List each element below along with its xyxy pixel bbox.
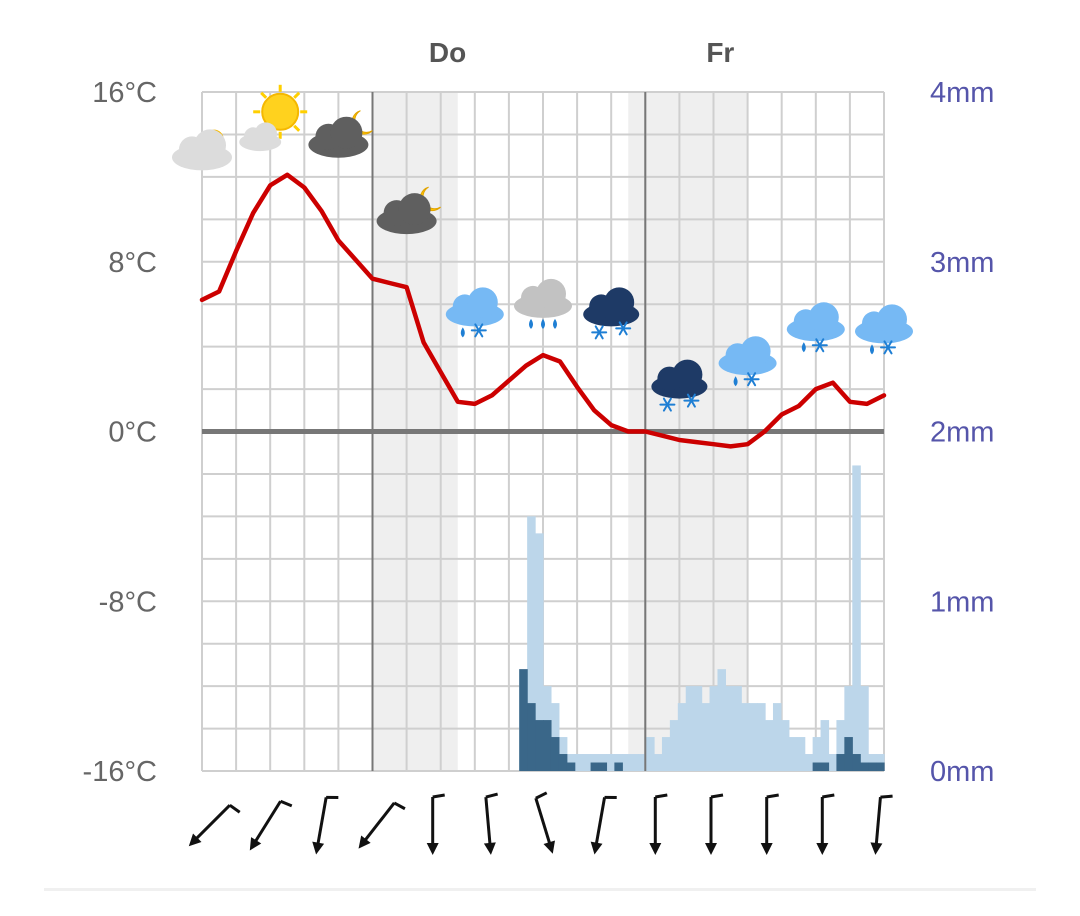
wind-arrow-icon [870, 794, 893, 855]
precip-bar [622, 754, 631, 771]
snow-bar [590, 762, 600, 771]
snow-bar [860, 762, 869, 771]
precip-bar [765, 720, 774, 771]
precip-bar [693, 686, 703, 771]
precip-bar [646, 737, 655, 771]
precip-bar [685, 686, 695, 771]
sunny-icon [239, 83, 309, 152]
wind-arrow-icon [249, 799, 293, 851]
precip-bar [772, 703, 782, 771]
snow-bar [566, 762, 576, 771]
snow-bar [852, 754, 861, 771]
precip-bar [741, 703, 750, 771]
snow-bar [614, 762, 623, 771]
wind-arrow-icon [188, 803, 241, 847]
wind-arrow-icon [590, 795, 617, 855]
precip-bar [749, 703, 758, 771]
day-label: Do [429, 37, 466, 68]
precip-bar [733, 686, 742, 771]
precip-bar [677, 703, 687, 771]
precip-tick-label: 4mm [930, 77, 994, 109]
wind-arrow-icon [358, 801, 406, 849]
wind-arrow-icon [483, 792, 499, 855]
precip-bar [796, 737, 806, 771]
precip-bar [638, 754, 647, 771]
rain-icon [514, 278, 572, 329]
precip-bar [860, 686, 869, 771]
snow-bar [535, 720, 544, 771]
precip-bar [661, 737, 671, 771]
precip-bar [820, 720, 830, 771]
wind-arrow-icon [760, 793, 779, 855]
precip-bar [574, 754, 584, 771]
temp-tick-label: 0°C [108, 417, 157, 449]
wind-arrow-icon [649, 793, 668, 855]
precip-bar [709, 686, 719, 771]
temp-tick-label: 16°C [92, 77, 157, 109]
wind-arrow-icon [534, 791, 556, 854]
snow-bar [812, 762, 822, 771]
light-rain-snow-icon [786, 302, 845, 353]
wind-arrow-icon [816, 793, 835, 855]
precip-tick-label: 0mm [930, 756, 994, 788]
precip-bar [582, 754, 592, 771]
precip-bar [717, 669, 726, 771]
precip-bar [527, 516, 536, 771]
precip-bar [606, 754, 615, 771]
precip-bar [701, 703, 711, 771]
snow-bar [844, 737, 853, 771]
temp-tick-label: -16°C [83, 756, 157, 788]
precip-bar [780, 720, 790, 771]
precip-bar [828, 754, 838, 771]
temp-tick-label: 8°C [108, 247, 157, 279]
temp-tick-label: -8°C [99, 586, 157, 618]
snow-bar [598, 762, 608, 771]
precip-bar [630, 754, 639, 771]
precip-tick-label: 1mm [930, 586, 994, 618]
precip-bar [669, 720, 679, 771]
temperature-line [199, 172, 887, 449]
snow-bar [550, 737, 560, 771]
precip-bar [836, 720, 845, 771]
snow-bar [876, 762, 885, 771]
wind-arrow-icon [426, 793, 445, 855]
partly-sunny-icon [172, 129, 232, 171]
precip-tick-label: 3mm [930, 247, 994, 279]
precip-bar [757, 703, 766, 771]
precip-tick-label: 2mm [930, 417, 994, 449]
day-label: Fr [706, 37, 734, 68]
wind-arrow-icon [312, 795, 339, 855]
precip-bar [535, 533, 544, 771]
snow-bar [527, 703, 536, 771]
precip-bar [852, 465, 861, 771]
precip-bar [654, 754, 663, 771]
precip-bar [725, 686, 734, 771]
wind-arrow-icon [705, 793, 724, 855]
snow-bar [820, 762, 830, 771]
precip-bar [788, 737, 798, 771]
precip-bar [804, 754, 814, 771]
cloudy-night-icon [308, 110, 373, 158]
snow-bar [519, 669, 528, 771]
snow-bar [558, 754, 568, 771]
precip-bar [844, 686, 853, 771]
snow-bar [543, 720, 552, 771]
precip-bar [812, 737, 822, 771]
snow-bar [836, 754, 845, 771]
snow-bar [868, 762, 877, 771]
